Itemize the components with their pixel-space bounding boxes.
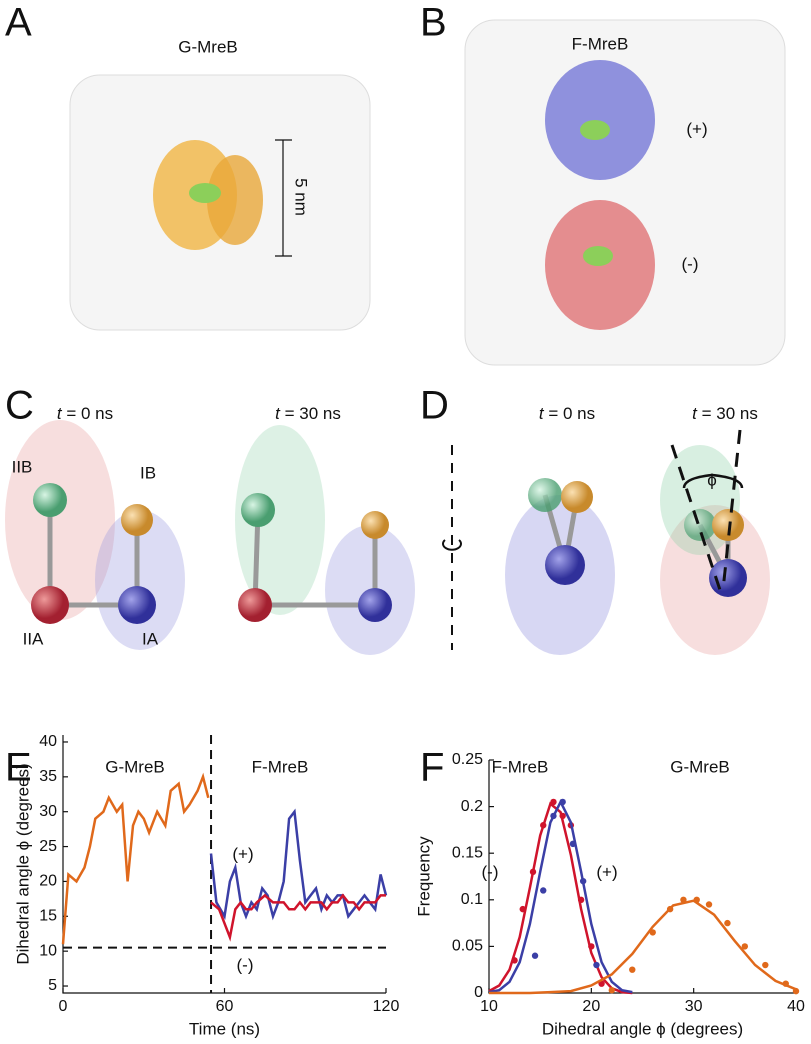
data-point: [680, 896, 687, 903]
data-point: [588, 943, 595, 950]
panel-title: F-MreB: [572, 34, 629, 53]
data-point: [511, 957, 518, 964]
data-point: [540, 822, 547, 829]
x-tick-label: 30: [685, 998, 703, 1015]
series-label: G-MreB: [670, 757, 730, 776]
illustration-a: [69, 74, 371, 331]
series-label: (-): [482, 862, 499, 881]
y-axis-label: Frequency: [414, 836, 433, 917]
domain-label: IIB: [12, 457, 33, 476]
y-tick-label: 0.05: [452, 938, 483, 955]
data-point: [608, 987, 615, 994]
y-tick-label: 30: [39, 803, 57, 820]
data-point: [559, 812, 566, 820]
time-value: = 30 ns: [697, 404, 758, 423]
data-point: [569, 840, 577, 848]
time-label: t = 0 ns: [57, 404, 113, 423]
y-tick-label: 0.2: [461, 798, 483, 815]
illustration-c: [5, 420, 415, 655]
time-value: = 0 ns: [62, 404, 114, 423]
filament-label: (-): [682, 254, 699, 273]
x-tick-label: 40: [787, 998, 805, 1015]
y-tick-label: 0.1: [461, 891, 483, 908]
panel-title: G-MreB: [178, 37, 238, 56]
data-point: [579, 877, 587, 885]
x-tick-label: 120: [373, 998, 400, 1015]
y-tick-label: 15: [39, 908, 57, 925]
time-variable: t: [692, 404, 698, 423]
data-point: [559, 798, 566, 806]
y-tick-label: 0.25: [452, 751, 483, 768]
series-label: G-MreB: [105, 757, 165, 776]
time-variable: t: [275, 404, 281, 423]
illustration-b: [464, 19, 786, 366]
data-point: [792, 987, 800, 995]
data-point: [519, 905, 526, 913]
filament-label: (+): [686, 119, 707, 138]
series-line: [210, 893, 386, 942]
y-axis-label: Dihedral angle ϕ (degrees): [13, 763, 32, 964]
y-tick-label: 40: [39, 733, 57, 750]
data-point: [782, 980, 789, 987]
x-axis-label: Dihedral angle ϕ (degrees): [542, 1019, 743, 1038]
x-tick-label: 20: [582, 998, 600, 1015]
illustration-d: [442, 429, 770, 655]
y-tick-label: 10: [39, 942, 57, 959]
data-point: [741, 943, 749, 950]
domain-label: IIA: [23, 629, 44, 648]
series-line: [61, 772, 210, 945]
series-label: (-): [237, 955, 254, 974]
angle-label: ϕ: [707, 470, 717, 489]
y-tick-label: 0.15: [452, 844, 483, 861]
time-variable: t: [539, 404, 545, 423]
y-tick-label: 20: [39, 873, 57, 890]
data-point: [550, 798, 557, 806]
y-tick-label: 25: [39, 838, 57, 855]
time-label: t = 30 ns: [692, 404, 758, 423]
time-variable: t: [57, 404, 63, 423]
time-label: t = 0 ns: [539, 404, 595, 423]
panel-label: C: [5, 384, 34, 428]
time-label: t = 30 ns: [275, 404, 341, 423]
data-point: [550, 812, 557, 820]
x-axis-label: Time (ns): [189, 1019, 260, 1038]
annotation: F-MreB: [252, 757, 309, 776]
data-point: [531, 952, 539, 959]
series-line: [209, 808, 388, 921]
data-point: [705, 901, 713, 908]
data-point: [666, 905, 674, 913]
panel-label: E: [5, 746, 32, 790]
series-label: (+): [596, 862, 617, 881]
data-point: [629, 966, 636, 973]
panel-label: A: [5, 1, 32, 45]
x-tick-label: 10: [480, 998, 498, 1015]
y-tick-label: 35: [39, 768, 57, 785]
y-tick-label: 0: [474, 984, 483, 1001]
time-value: = 0 ns: [544, 404, 596, 423]
x-tick-label: 0: [59, 998, 68, 1015]
series-label: (+): [232, 844, 253, 863]
panel-label: B: [420, 1, 447, 45]
data-point: [593, 961, 600, 969]
data-point: [577, 896, 585, 903]
data-point: [724, 919, 731, 927]
series-line: [489, 899, 797, 995]
panel-label: D: [420, 384, 449, 428]
data-point: [540, 887, 547, 894]
domain-label: IA: [142, 629, 159, 648]
x-tick-label: 60: [216, 998, 234, 1015]
domain-label: IB: [140, 463, 156, 482]
data-point: [529, 868, 537, 876]
annotation: F-MreB: [492, 757, 549, 776]
time-value: = 30 ns: [280, 404, 341, 423]
panel-label: F: [420, 746, 444, 790]
data-point: [762, 961, 769, 969]
series-line: [488, 801, 633, 995]
y-tick-label: 5: [48, 977, 57, 994]
data-point: [693, 896, 700, 903]
data-point: [649, 929, 656, 936]
scale-bar-label: 5 nm: [292, 178, 311, 216]
